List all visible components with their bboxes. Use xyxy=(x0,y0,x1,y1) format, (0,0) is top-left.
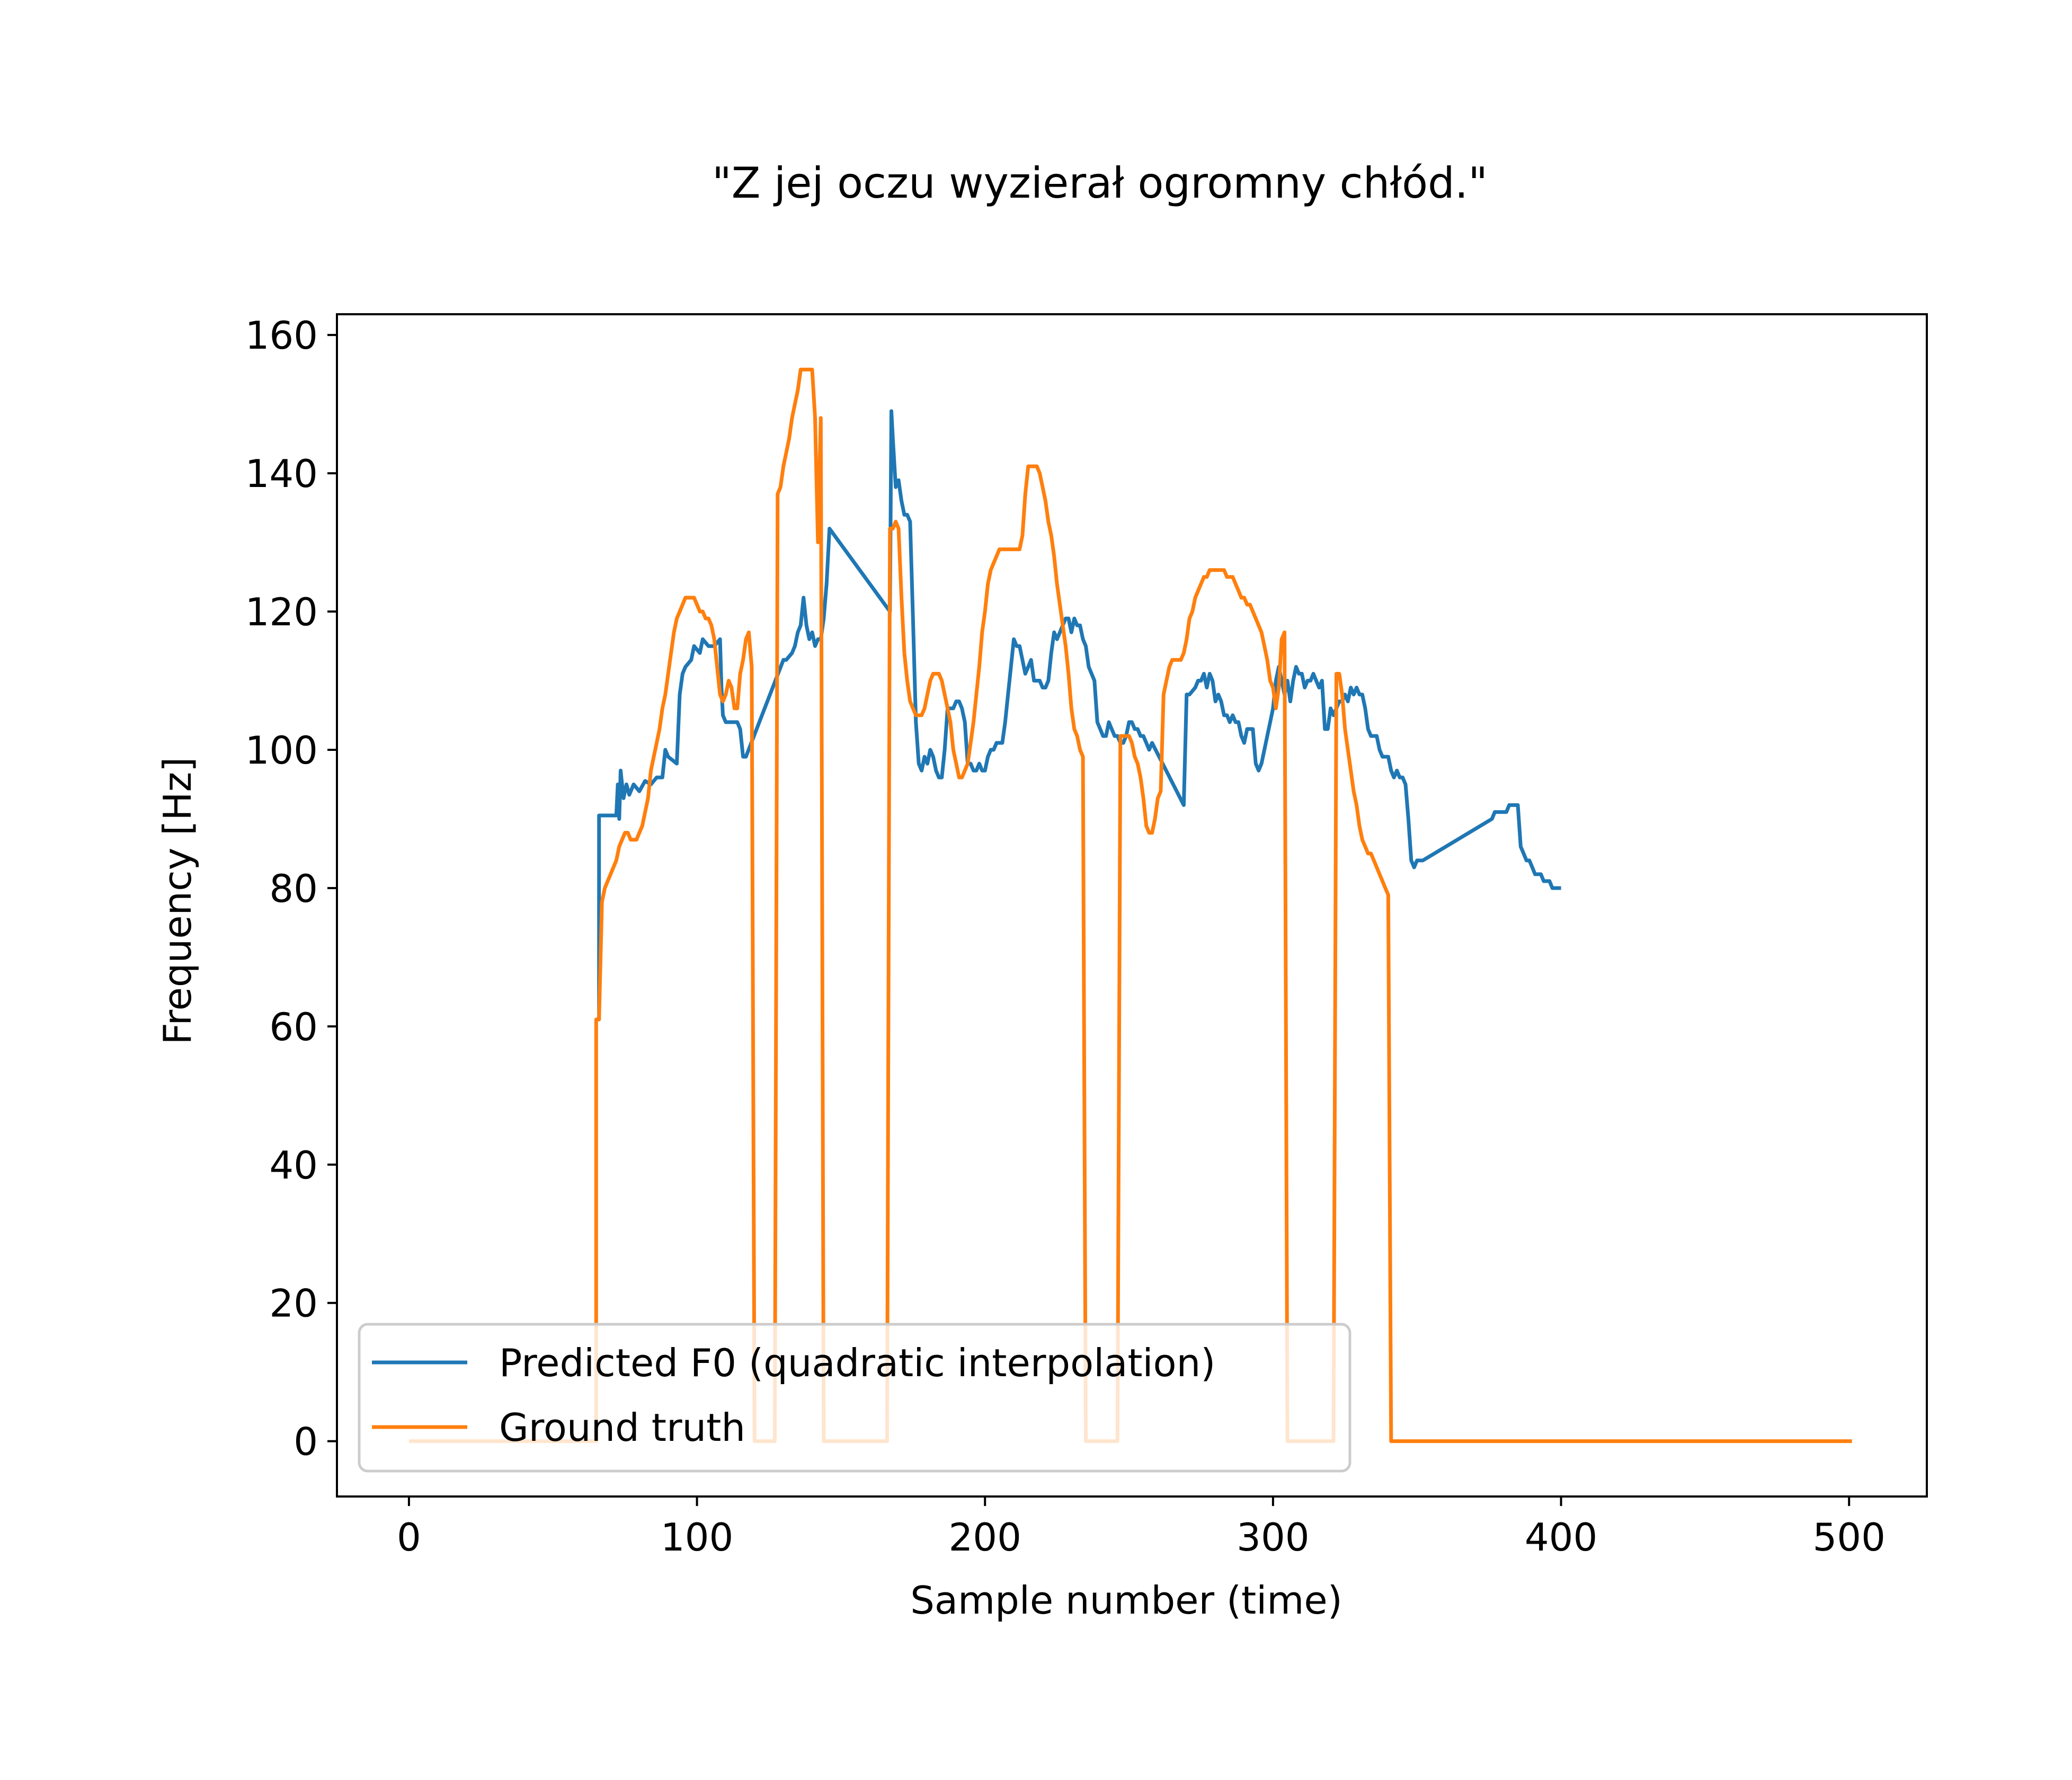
plot-frame xyxy=(336,313,1928,1498)
y-tick-label: 120 xyxy=(245,590,318,634)
x-tick-label: 300 xyxy=(1237,1515,1309,1560)
x-axis-ticks: 0 100 200 300 400 500 xyxy=(397,1496,1886,1560)
y-tick-label: 60 xyxy=(269,1005,318,1049)
chart-title: "Z jej oczu wyzierał ogromny chłód." xyxy=(712,158,1488,208)
y-tick-label: 40 xyxy=(269,1143,318,1188)
y-axis-label: Frequency [Hz] xyxy=(155,757,200,1045)
x-axis-label: Sample number (time) xyxy=(910,1578,1342,1623)
y-axis-ticks: 0 20 40 60 80 100 120 140 160 xyxy=(245,313,337,1464)
y-tick-label: 20 xyxy=(269,1281,318,1326)
legend: Predicted F0 (quadratic interpolation) G… xyxy=(358,1323,1351,1473)
legend-label-truth: Ground truth xyxy=(499,1405,745,1450)
legend-label-predicted: Predicted F0 (quadratic interpolation) xyxy=(499,1341,1215,1385)
x-tick-label: 400 xyxy=(1525,1515,1597,1560)
x-tick-label: 100 xyxy=(661,1515,733,1560)
series-line-predicted xyxy=(596,409,1561,1022)
y-tick-label: 0 xyxy=(294,1420,318,1464)
plot-area xyxy=(408,367,1852,1444)
series-line-truth xyxy=(408,367,1852,1444)
y-tick-label: 100 xyxy=(245,728,318,773)
x-tick-label: 200 xyxy=(949,1515,1021,1560)
legend-box xyxy=(358,1323,1351,1473)
y-tick-label: 80 xyxy=(269,866,318,911)
y-tick-label: 140 xyxy=(245,451,318,496)
x-tick-label: 0 xyxy=(397,1515,421,1560)
x-tick-label: 500 xyxy=(1812,1515,1885,1560)
y-tick-label: 160 xyxy=(245,313,318,358)
